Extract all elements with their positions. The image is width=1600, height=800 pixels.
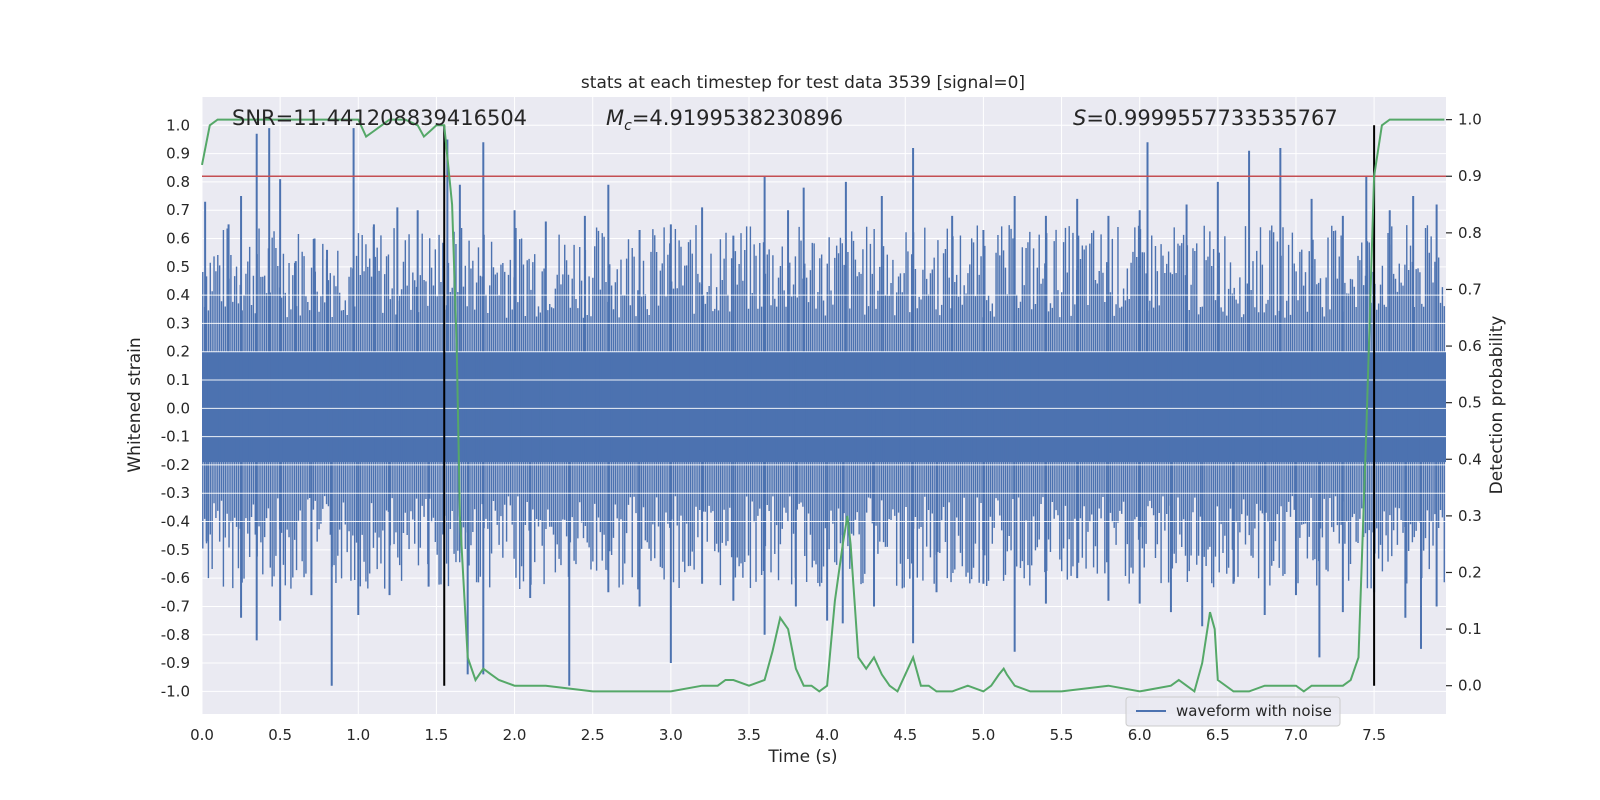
x-tick-label-14: 7.0	[1284, 726, 1308, 744]
mc-value: =4.9199538230896	[632, 106, 843, 130]
x-tick-label-10: 5.0	[971, 726, 995, 744]
y-tick-label-0: 1.0	[166, 116, 190, 134]
x-tick-label-13: 6.5	[1206, 726, 1230, 744]
y-tick-label-6: 0.4	[166, 286, 190, 304]
y-right-tick-label-10: 0.0	[1458, 677, 1482, 695]
y-tick-label-14: -0.4	[161, 513, 190, 531]
y-tick-label-11: -0.1	[161, 428, 190, 446]
x-axis-label: Time (s)	[767, 747, 837, 767]
y-tick-label-16: -0.6	[161, 569, 190, 587]
y-right-tick-label-9: 0.1	[1458, 620, 1482, 638]
y-right-tick-label-1: 0.9	[1458, 167, 1482, 185]
s-annotation: S=0.9999557733535767	[1073, 106, 1338, 130]
mc-symbol: M	[606, 106, 624, 130]
y-tick-label-13: -0.3	[161, 484, 190, 502]
y-axis-label: Whitened strain	[125, 337, 145, 472]
y-right-tick-label-7: 0.3	[1458, 507, 1482, 525]
x-tick-label-6: 3.0	[659, 726, 683, 744]
y-tick-label-18: -0.8	[161, 626, 190, 644]
x-tick-label-8: 4.0	[815, 726, 839, 744]
x-tick-label-7: 3.5	[737, 726, 761, 744]
y-tick-label-19: -0.9	[161, 654, 190, 672]
x-tick-label-5: 2.5	[581, 726, 605, 744]
x-tick-label-4: 2.0	[503, 726, 527, 744]
y-tick-label-3: 0.7	[166, 201, 190, 219]
legend-label-waveform: waveform with noise	[1176, 702, 1332, 720]
y-right-tick-label-0: 1.0	[1458, 111, 1482, 129]
y-tick-label-1: 0.9	[166, 145, 190, 163]
y-right-axis-ticks: 1.0 0.9 0.8 0.7 0.6 0.5 0.4 0.3 0.2 0.1 0.0	[1446, 111, 1482, 695]
mc-annotation: Mc=4.9199538230896	[606, 106, 843, 134]
y-right-tick-label-4: 0.6	[1458, 337, 1482, 355]
y-right-axis-label: Detection probability	[1487, 316, 1507, 495]
x-axis-ticks: 0.0 0.5 1.0 1.5 2.0 2.5 3.0 3.5 4.0 4.5 5.0 5.5 6.0 6…	[190, 726, 1386, 744]
y-axis-ticks: 1.0 0.9 0.8 0.7 0.6 0.5 0.4 0.3 0.2 0.1 0.0 -0.1 -0.…	[161, 116, 190, 700]
y-tick-label-5: 0.5	[166, 258, 190, 276]
waveform-series	[202, 128, 1446, 686]
legend-box	[1125, 696, 1341, 727]
x-tick-label-0: 0.0	[190, 726, 214, 744]
x-tick-label-12: 6.0	[1128, 726, 1152, 744]
x-tick-label-15: 7.5	[1362, 726, 1386, 744]
y-right-tick-label-3: 0.7	[1458, 280, 1482, 298]
y-tick-label-9: 0.1	[166, 371, 190, 389]
mc-subscript: c	[624, 118, 632, 134]
y-tick-label-15: -0.5	[161, 541, 190, 559]
y-right-tick-label-2: 0.8	[1458, 224, 1482, 242]
snr-annotation: SNR=11.441208839416504	[232, 106, 527, 130]
y-right-tick-label-8: 0.2	[1458, 563, 1482, 581]
s-symbol: S	[1073, 106, 1086, 130]
x-tick-label-3: 1.5	[424, 726, 448, 744]
x-tick-label-1: 0.5	[268, 726, 292, 744]
x-tick-label-9: 4.5	[893, 726, 917, 744]
y-tick-label-8: 0.2	[166, 343, 190, 361]
y-tick-label-10: 0.0	[166, 399, 190, 417]
x-tick-label-2: 1.0	[346, 726, 370, 744]
y-right-tick-label-5: 0.5	[1458, 394, 1482, 412]
s-value: =0.9999557733535767	[1086, 106, 1337, 130]
x-tick-label-11: 5.5	[1050, 726, 1074, 744]
y-tick-label-7: 0.3	[166, 314, 190, 332]
chart-title: stats at each timestep for test data 353…	[581, 73, 1025, 93]
y-right-tick-label-6: 0.4	[1458, 450, 1482, 468]
vertical-markers	[443, 125, 1376, 686]
y-tick-label-20: -1.0	[161, 682, 190, 700]
legend: waveform with noise	[1125, 696, 1341, 727]
y-tick-label-2: 0.8	[166, 173, 190, 191]
y-tick-label-12: -0.2	[161, 456, 190, 474]
y-tick-label-4: 0.6	[166, 230, 190, 248]
y-tick-label-17: -0.7	[161, 597, 190, 615]
probability-series	[201, 118, 1445, 694]
probability-line	[201, 118, 1445, 694]
